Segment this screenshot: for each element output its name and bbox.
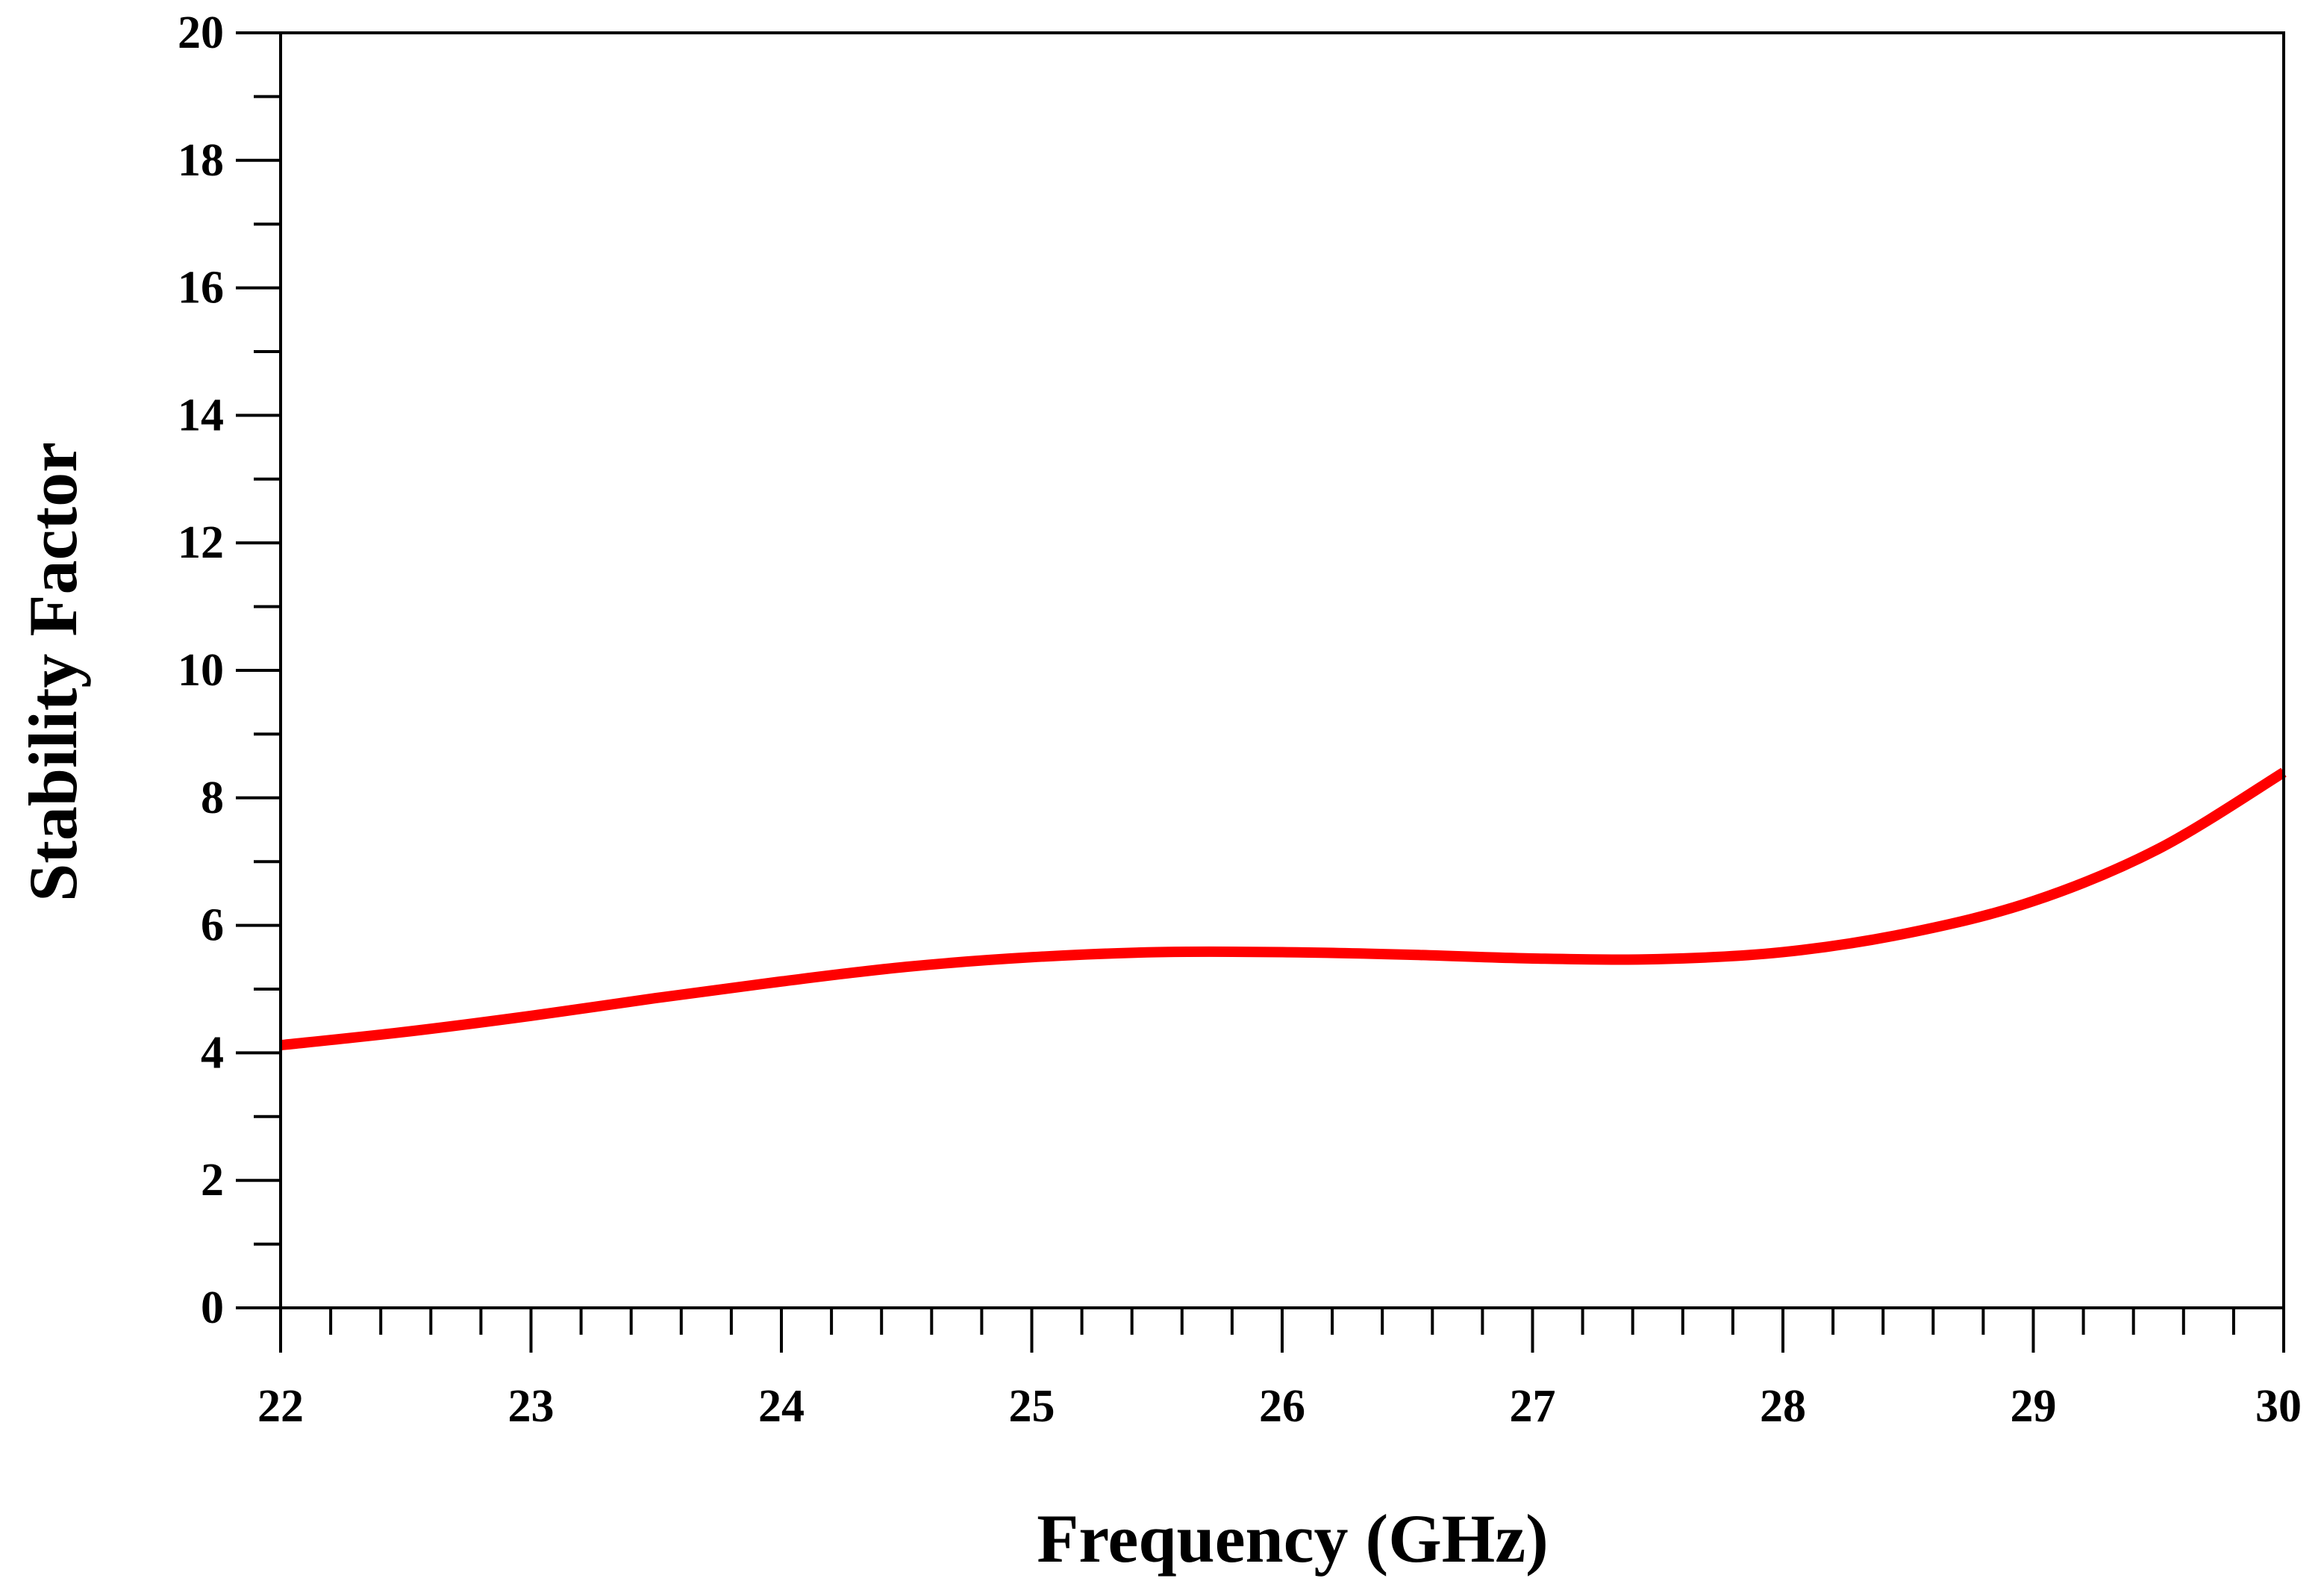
x-tick-label: 27 (1510, 1381, 1556, 1432)
x-tick-label: 24 (758, 1381, 805, 1432)
x-tick-label: 23 (508, 1381, 555, 1432)
x-tick-label: 26 (1259, 1381, 1305, 1432)
x-axis-title: Frequency (GHz) (1037, 1500, 1549, 1577)
series-layer (280, 767, 2287, 1051)
x-tick-labels: 22 23 24 25 26 27 28 29 30 (257, 1381, 2302, 1432)
y-tick-label: 10 (178, 645, 224, 696)
plot-frame (279, 31, 2285, 1309)
x-tick-label: 29 (2011, 1381, 2057, 1432)
y-tick-label: 20 (178, 7, 224, 58)
major-ticks (236, 31, 2285, 1353)
y-tick-labels: 0 2 4 6 8 10 12 14 16 18 20 (178, 7, 224, 1333)
x-tick-label: 22 (257, 1381, 304, 1432)
y-tick-label: 16 (178, 263, 224, 314)
y-tick-label: 6 (201, 900, 224, 951)
x-tick-label: 30 (2255, 1381, 2302, 1432)
y-tick-label: 12 (178, 517, 224, 568)
y-tick-label: 8 (201, 773, 224, 823)
x-tick-label: 25 (1009, 1381, 1055, 1432)
x-tick-label: 28 (1760, 1381, 1806, 1432)
minor-ticks (254, 95, 2235, 1335)
y-tick-label: 18 (178, 135, 224, 186)
y-tick-label: 4 (201, 1027, 224, 1078)
y-axis-title: Stability Factor (15, 442, 91, 902)
series-line-0 (280, 767, 2287, 1051)
y-tick-label: 14 (178, 390, 224, 440)
y-tick-label: 0 (201, 1282, 224, 1333)
y-tick-label: 2 (201, 1155, 224, 1206)
